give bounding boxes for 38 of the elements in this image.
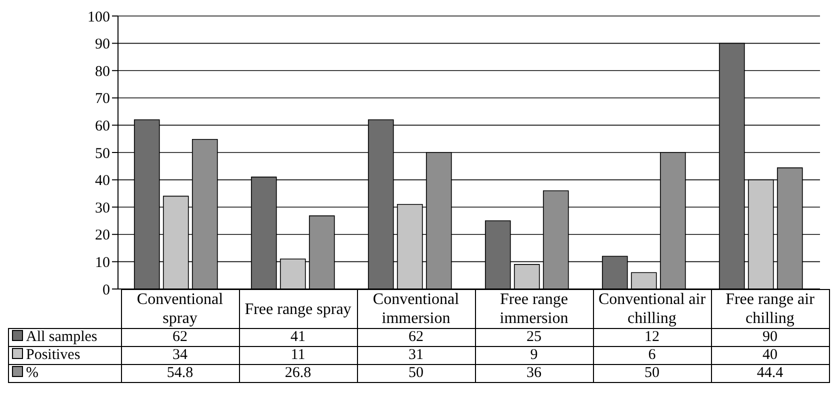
data-label: 40 [711,346,829,364]
data-label: 26.8 [239,364,357,382]
data-label: 44.4 [711,364,829,382]
x-tick-label: Free range immersion [475,290,593,328]
data-label: 90 [711,328,829,346]
data-label: 62 [121,328,239,346]
y-tick-label: 10 [95,255,110,272]
data-label: 36 [475,364,593,382]
data-label: 25 [475,328,593,346]
data-label: 11 [239,346,357,364]
data-label: 54.8 [121,364,239,382]
data-label: 41 [239,328,357,346]
legend-label: Positives [26,347,80,363]
y-tick-label: 40 [95,173,110,190]
data-label: 12 [593,328,711,346]
x-tick-label: Conventional air chilling [593,290,711,328]
data-label: 34 [121,346,239,364]
legend-label: All samples [26,329,98,345]
y-tick-label: 0 [102,282,110,298]
data-label: 31 [357,346,475,364]
y-tick-label: 70 [95,91,110,108]
y-tick-label: 90 [95,36,110,53]
x-tick-label: Conventional spray [121,290,239,328]
data-label: 9 [475,346,593,364]
y-tick-label: 100 [88,9,110,26]
x-tick-label: Conventional immersion [357,290,475,328]
x-tick-label: Free range spray [239,290,357,328]
data-label: 6 [593,346,711,364]
data-label: 62 [357,328,475,346]
y-tick-label: 20 [95,228,110,244]
y-tick-label: 30 [95,200,110,216]
y-tick-label: 80 [95,64,110,80]
x-tick-label: Free range air chilling [711,290,829,328]
data-label: 50 [593,364,711,382]
legend-label: % [26,365,38,381]
data-label: 50 [357,364,475,382]
y-tick-label: 50 [95,146,110,162]
y-tick-label: 60 [95,118,110,135]
